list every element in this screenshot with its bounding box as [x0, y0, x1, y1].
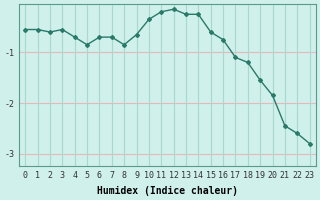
X-axis label: Humidex (Indice chaleur): Humidex (Indice chaleur) [97, 186, 238, 196]
